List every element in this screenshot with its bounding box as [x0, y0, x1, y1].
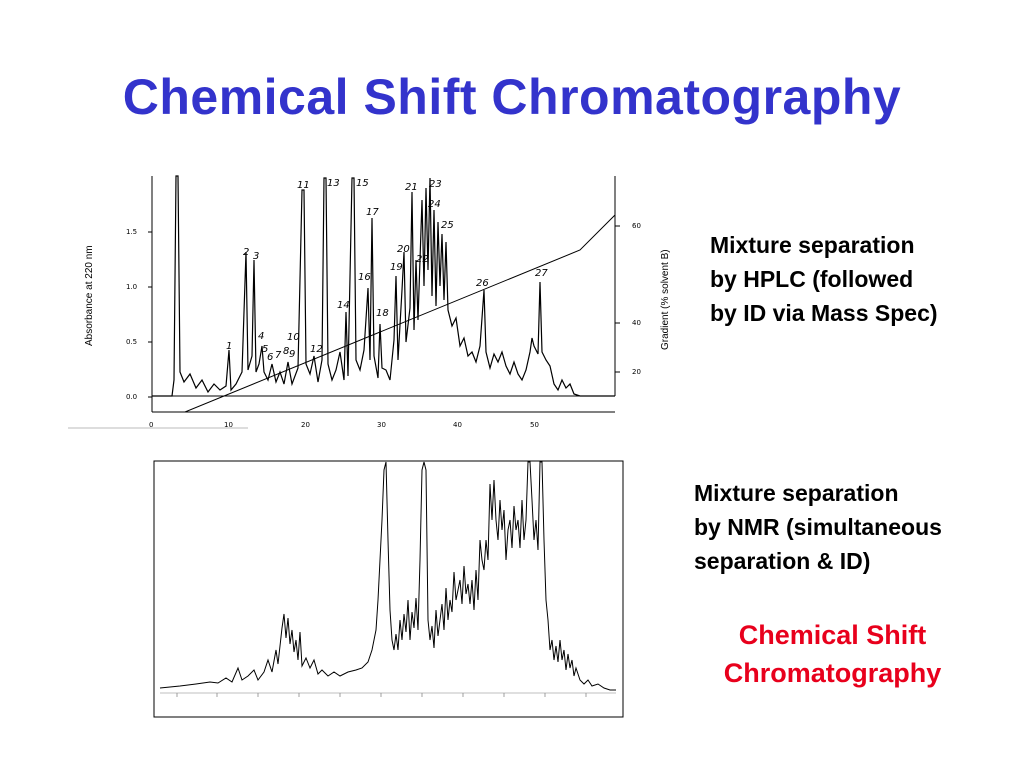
y-tick-2: 1.0: [126, 283, 137, 291]
hplc-peak-labels: 1 2 3 4 5 6 7 8 9 10 11 12 13 14 15 16 1…: [226, 178, 548, 363]
peak-label: 8: [283, 346, 289, 357]
peak-label: 25: [441, 220, 454, 231]
hplc-caption-line: by HPLC (followed: [710, 266, 914, 292]
hplc-right-ticks: 20 40 60: [615, 222, 641, 376]
slide-title: Chemical Shift Chromatography: [122, 69, 902, 125]
y2-tick-1: 40: [632, 319, 641, 327]
peak-label: 12: [310, 344, 323, 355]
x-tick-1: 10: [224, 421, 233, 429]
peak-label: 10: [287, 332, 300, 343]
peak-label: 19: [390, 262, 403, 273]
nmr-trace: [159, 461, 616, 691]
peak-label: 4: [258, 331, 264, 342]
hplc-ylabel-left: Absorbance at 220 nm: [84, 245, 95, 346]
nmr-frame: [153, 460, 624, 718]
peak-label: 21: [405, 182, 418, 193]
peak-label: 14: [337, 300, 350, 311]
highlight-text: Chemical Shift Chromatography: [690, 616, 975, 692]
peak-label: 24: [428, 199, 441, 210]
peak-label: 9: [289, 349, 295, 360]
hplc-left-ticks: 0.0 0.5 1.0 1.5: [126, 228, 152, 401]
hplc-x-ticks: 0 10 20 30 40 50: [149, 421, 539, 429]
nmr-caption: Mixture separation by NMR (simultaneous …: [694, 476, 942, 578]
peak-label: 18: [376, 308, 389, 319]
peak-label: 16: [358, 272, 371, 283]
peak-label: 6: [267, 352, 273, 363]
peak-label: 23: [429, 179, 442, 190]
hplc-caption-line: Mixture separation: [710, 232, 915, 258]
hplc-chromatogram: 0.0 0.5 1.0 1.5 20 40 60 0 10 20 30 40 5…: [68, 175, 671, 429]
hplc-caption-line: by ID via Mass Spec): [710, 300, 938, 326]
peak-label: 13: [327, 178, 340, 189]
highlight-line: Chromatography: [723, 658, 942, 688]
y-tick-1: 0.5: [126, 338, 137, 346]
peak-label: 26: [476, 278, 489, 289]
y-tick-0: 0.0: [126, 393, 137, 401]
hplc-ylabel-right: Gradient (% solvent B): [660, 249, 671, 350]
x-tick-3: 30: [377, 421, 386, 429]
nmr-caption-line: Mixture separation: [694, 480, 899, 506]
peak-label: 1: [226, 341, 232, 352]
y-tick-3: 1.5: [126, 228, 137, 236]
hplc-caption: Mixture separation by HPLC (followed by …: [710, 228, 938, 330]
peak-label: 22: [416, 254, 429, 265]
nmr-caption-line: separation & ID): [694, 548, 871, 574]
peak-label: 3: [253, 251, 259, 262]
x-tick-5: 50: [530, 421, 539, 429]
peak-label: 7: [275, 350, 282, 361]
nmr-ticks: [176, 693, 587, 697]
peak-label: 5: [262, 344, 268, 355]
x-tick-0: 0: [149, 421, 153, 429]
x-tick-4: 40: [453, 421, 462, 429]
peak-label: 15: [356, 178, 369, 189]
gradient-line: [152, 214, 616, 413]
y2-tick-2: 60: [632, 222, 641, 230]
peak-label: 20: [397, 244, 410, 255]
hplc-trace: [152, 175, 615, 397]
highlight-line: Chemical Shift: [738, 620, 927, 650]
peak-label: 17: [366, 207, 379, 218]
nmr-spectrum: [153, 460, 624, 718]
peak-label: 27: [535, 268, 548, 279]
x-tick-2: 20: [301, 421, 310, 429]
nmr-caption-line: by NMR (simultaneous: [694, 514, 942, 540]
peak-label: 11: [297, 180, 310, 191]
peak-label: 2: [243, 247, 249, 258]
y2-tick-0: 20: [632, 368, 641, 376]
